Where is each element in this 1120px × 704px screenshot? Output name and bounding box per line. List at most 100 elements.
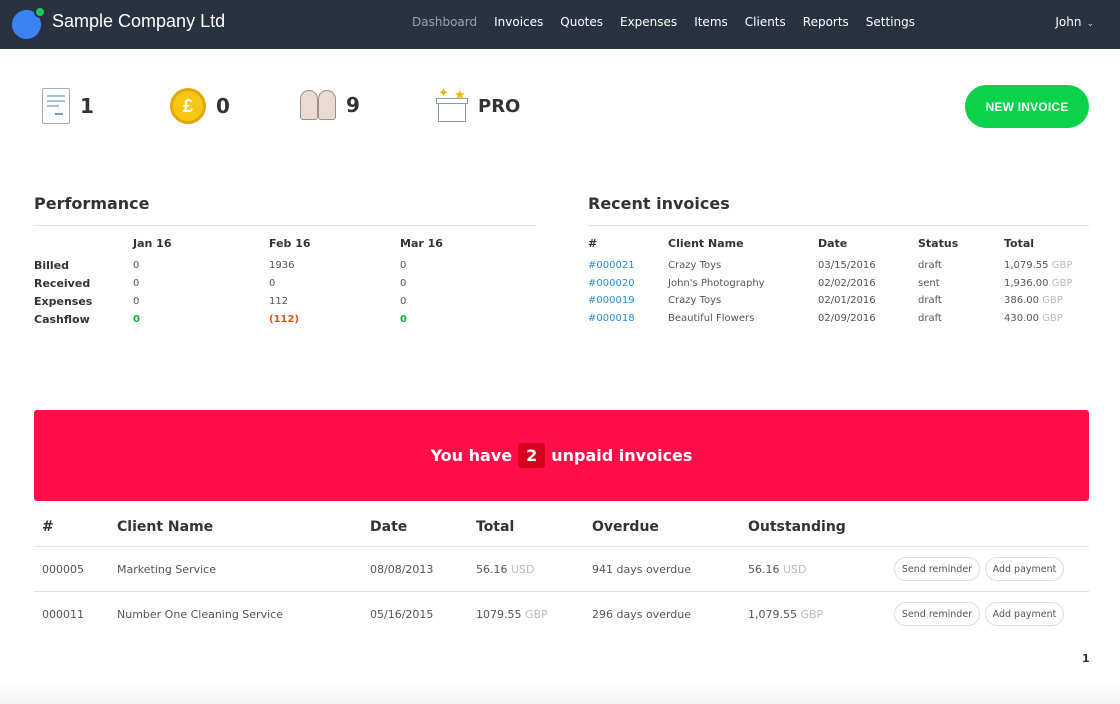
unpaid-invoice-link[interactable]: 000011	[42, 608, 84, 621]
perf-row-label: Expenses	[34, 295, 93, 308]
users-icon	[300, 88, 340, 122]
invoice-client: Crazy Toys	[668, 295, 722, 306]
pound-coin-icon: £	[170, 88, 206, 124]
unpaid-outstanding: 1,079.55 GBP	[748, 608, 824, 621]
gift-box-icon: ✦ ★	[436, 86, 468, 124]
recent-col-date: Date	[818, 237, 848, 250]
unpaid-col-date: Date	[370, 519, 408, 535]
performance-divider	[34, 225, 536, 226]
invoice-document-icon	[42, 88, 70, 124]
company-logo-icon[interactable]	[12, 6, 46, 39]
recent-col-number: #	[588, 237, 598, 250]
unpaid-col-outstanding: Outstanding	[748, 519, 846, 535]
unpaid-overdue: 296 days overdue	[592, 608, 692, 621]
invoice-client: Crazy Toys	[668, 260, 722, 271]
invoice-link[interactable]: #000020	[588, 278, 635, 289]
perf-cell: 0	[133, 278, 140, 289]
nav-settings[interactable]: Settings	[865, 15, 916, 29]
row-divider	[34, 591, 1089, 592]
pagination-page[interactable]: 1	[1082, 652, 1090, 665]
unpaid-total: 1079.55 GBP	[476, 608, 548, 621]
stat-invoices: 1	[42, 88, 94, 124]
unpaid-col-number: #	[42, 519, 54, 535]
invoice-client: John's Photography	[668, 278, 765, 289]
invoice-total: 1,936.00 GBP	[1004, 278, 1073, 289]
invoice-link[interactable]: #000019	[588, 295, 635, 306]
recent-col-status: Status	[918, 237, 959, 250]
stat-money-value: 0	[216, 94, 230, 118]
perf-row-label: Billed	[34, 259, 70, 272]
unpaid-client: Number One Cleaning Service	[117, 608, 283, 621]
stat-clients-value: 9	[346, 93, 360, 117]
nav-invoices[interactable]: Invoices	[494, 15, 544, 29]
nav-dashboard[interactable]: Dashboard	[412, 15, 478, 29]
invoice-total: 1,079.55 GBP	[1004, 260, 1073, 271]
perf-cell: 0	[133, 296, 140, 307]
invoice-date: 03/15/2016	[818, 260, 876, 271]
nav-items[interactable]: Items	[694, 15, 728, 29]
unpaid-col-client: Client Name	[117, 519, 214, 535]
invoice-status: draft	[918, 295, 942, 306]
unpaid-total: 56.16 USD	[476, 563, 535, 576]
recent-divider	[588, 225, 1089, 226]
invoice-status: draft	[918, 260, 942, 271]
invoice-link[interactable]: #000018	[588, 313, 635, 324]
recent-invoices-table: # Client Name Date Status Total #000021 …	[588, 237, 1089, 337]
stat-plan: ✦ ★ PRO	[436, 86, 521, 124]
nav-reports[interactable]: Reports	[802, 15, 849, 29]
unpaid-invoice-link[interactable]: 000005	[42, 563, 84, 576]
unpaid-header-divider	[34, 546, 1089, 547]
unpaid-invoices-banner: You have 2 unpaid invoices	[34, 410, 1089, 501]
invoice-status: sent	[918, 278, 940, 289]
perf-cell: 112	[269, 296, 289, 307]
top-bar: Sample Company Ltd Dashboard Invoices Qu…	[0, 0, 1120, 49]
invoice-status: draft	[918, 313, 942, 324]
performance-table: Jan 16 Feb 16 Mar 16 Billed 0 1936 0 Rec…	[34, 237, 536, 337]
add-payment-button[interactable]: Add payment	[985, 557, 1064, 581]
perf-row-label: Received	[34, 277, 91, 290]
perf-cell: 0	[400, 278, 407, 289]
main-nav: Dashboard Invoices Quotes Expenses Items…	[412, 15, 932, 29]
unpaid-col-total: Total	[476, 519, 515, 535]
perf-cashflow-cell: 0	[400, 314, 407, 325]
nav-clients[interactable]: Clients	[744, 15, 786, 29]
recent-col-total: Total	[1004, 237, 1035, 250]
perf-cell: 0	[269, 278, 276, 289]
unpaid-date: 08/08/2013	[370, 563, 434, 576]
invoice-total: 386.00 GBP	[1004, 295, 1063, 306]
perf-cashflow-cell: (112)	[269, 314, 300, 325]
stat-plan-value: PRO	[478, 95, 521, 117]
unpaid-client: Marketing Service	[117, 563, 216, 576]
chevron-down-icon: ⌄	[1086, 19, 1094, 29]
new-invoice-button[interactable]: NEW INVOICE	[965, 85, 1089, 128]
stat-clients: 9	[300, 88, 360, 122]
invoice-date: 02/01/2016	[818, 295, 876, 306]
invoice-total: 430.00 GBP	[1004, 313, 1063, 324]
add-payment-button[interactable]: Add payment	[985, 602, 1064, 626]
invoice-link[interactable]: #000021	[588, 260, 635, 271]
stat-invoices-value: 1	[80, 94, 94, 118]
perf-cell: 0	[400, 296, 407, 307]
company-name[interactable]: Sample Company Ltd	[52, 11, 226, 31]
banner-text-pre: You have	[430, 446, 513, 465]
invoice-date: 02/02/2016	[818, 278, 876, 289]
invoice-client: Beautiful Flowers	[668, 313, 755, 324]
unpaid-count-badge: 2	[518, 443, 546, 468]
send-reminder-button[interactable]: Send reminder	[894, 602, 980, 626]
nav-expenses[interactable]: Expenses	[620, 15, 678, 29]
send-reminder-button[interactable]: Send reminder	[894, 557, 980, 581]
performance-title: Performance	[34, 194, 150, 213]
user-name: John	[1055, 15, 1082, 29]
perf-cell: 0	[400, 260, 407, 271]
perf-row-label: Cashflow	[34, 313, 90, 326]
bottom-fade	[0, 684, 1120, 704]
recent-col-client: Client Name	[668, 237, 744, 250]
unpaid-col-overdue: Overdue	[592, 519, 659, 535]
nav-quotes[interactable]: Quotes	[560, 15, 603, 29]
recent-invoices-title: Recent invoices	[588, 194, 730, 213]
unpaid-outstanding: 56.16 USD	[748, 563, 807, 576]
unpaid-overdue: 941 days overdue	[592, 563, 692, 576]
unpaid-date: 05/16/2015	[370, 608, 434, 621]
perf-col-2: Mar 16	[400, 237, 443, 250]
user-menu[interactable]: John ⌄	[1055, 15, 1094, 29]
